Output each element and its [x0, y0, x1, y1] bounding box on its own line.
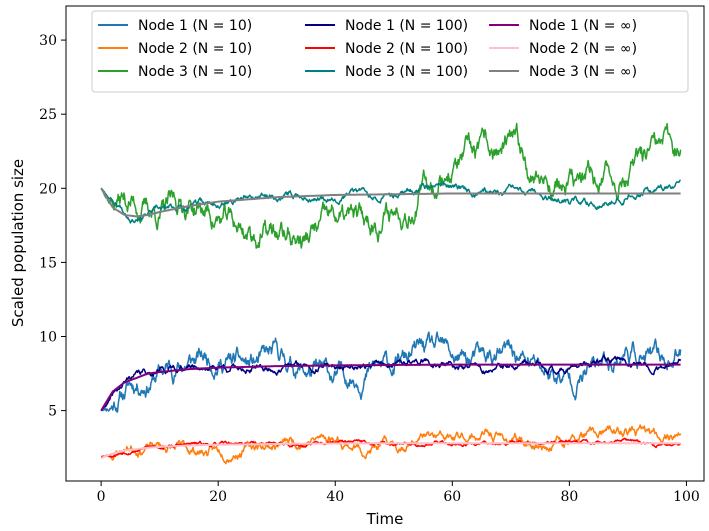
- legend-box: [91, 10, 689, 93]
- y-tick-label: 10: [39, 329, 57, 345]
- x-axis-label: Time: [366, 510, 404, 528]
- y-tick-label: 20: [39, 181, 57, 197]
- series-line-node-1-n-10-: [100, 331, 682, 413]
- series-line-node-2-n-10-: [100, 424, 682, 465]
- legend-label: Node 3 (N = 10): [138, 64, 252, 80]
- x-tick-label: 20: [209, 489, 227, 505]
- plot-frame: [65, 5, 705, 482]
- legend-item-node-1-n-100-: Node 1 (N = 100): [305, 18, 468, 34]
- legend-item-node-3-n-100-: Node 3 (N = 100): [305, 64, 468, 80]
- legend-item-node-2-n-10-: Node 2 (N = 10): [98, 41, 252, 57]
- legend-label: Node 1 (N = ∞): [529, 18, 637, 34]
- legend-item-node-1-n-10-: Node 1 (N = 10): [98, 18, 252, 34]
- legend-item-node-3-n-10-: Node 3 (N = 10): [98, 64, 252, 80]
- series-line-node-2-n-100-: [100, 437, 681, 458]
- legend-label: Node 1 (N = 10): [138, 18, 252, 34]
- y-tick-label: 30: [39, 33, 57, 49]
- legend-label: Node 2 (N = ∞): [529, 41, 637, 57]
- y-axis-label: Scaled population size: [9, 159, 27, 327]
- series-layer: [100, 122, 682, 465]
- x-tick-label: 80: [560, 489, 578, 505]
- y-tick-label: 25: [39, 107, 57, 123]
- y-tick-label: 5: [48, 404, 57, 420]
- legend-label: Node 3 (N = ∞): [529, 64, 637, 80]
- legend-label: Node 2 (N = 100): [345, 41, 468, 57]
- legend-label: Node 3 (N = 100): [345, 64, 468, 80]
- x-tick-label: 60: [443, 489, 461, 505]
- x-tick-label: 0: [97, 489, 106, 505]
- legend-label: Node 2 (N = 10): [138, 41, 252, 57]
- x-tick-label: 40: [326, 489, 344, 505]
- legend: Node 1 (N = 10) Node 2 (N = 10) Node 3 (N …: [91, 10, 689, 93]
- series-line-node-3-n-: [100, 187, 681, 218]
- x-axis: 0 20 40 60 80 100: [97, 481, 700, 505]
- series-line-node-1-n-: [100, 363, 681, 412]
- x-tick-label: 100: [673, 489, 700, 505]
- legend-item-node-2-n-100-: Node 2 (N = 100): [305, 41, 468, 57]
- y-axis: 5 10 15 20 25 30: [39, 33, 66, 420]
- legend-item-node-1-n-: Node 1 (N = ∞): [489, 18, 637, 34]
- legend-item-node-2-n-: Node 2 (N = ∞): [489, 41, 637, 57]
- legend-label: Node 1 (N = 100): [345, 18, 468, 34]
- y-tick-label: 15: [39, 255, 57, 271]
- legend-item-node-3-n-: Node 3 (N = ∞): [489, 64, 637, 80]
- series-line-node-2-n-: [100, 442, 681, 459]
